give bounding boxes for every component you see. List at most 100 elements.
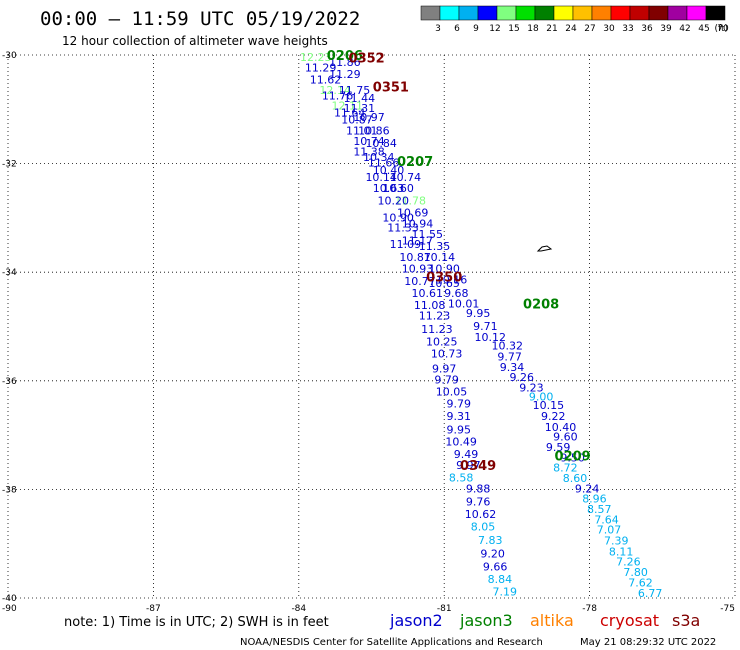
wave-height-label: 9.50 <box>560 451 585 464</box>
x-tick-label: -87 <box>146 604 161 614</box>
color-scale-label: 27 <box>584 24 595 34</box>
wave-height-label: 11.78 <box>395 195 427 208</box>
wave-height-label: 10.49 <box>445 436 477 449</box>
wave-height-label: 9.88 <box>466 482 491 495</box>
wave-height-label: 9.66 <box>483 561 508 574</box>
pass-time-label: 0209 <box>555 450 591 465</box>
wave-height-label: 10.63 <box>373 182 405 195</box>
color-scale-label: 33 <box>622 24 633 34</box>
color-scale-swatch <box>553 5 574 21</box>
wave-height-label: 10.05 <box>436 386 468 399</box>
wave-height-label: 9.34 <box>500 361 525 374</box>
color-scale-swatch <box>572 5 593 21</box>
wave-height-label: 8.58 <box>449 471 474 484</box>
wave-height-label: 10.60 <box>382 182 414 195</box>
wave-height-label: 11.64 <box>334 107 366 120</box>
timestamp-text: May 21 08:29:32 UTC 2022 <box>580 637 716 648</box>
wave-height-label: 10.69 <box>397 206 429 219</box>
wave-height-label: 10.40 <box>373 164 405 177</box>
x-tick-label: -90 <box>2 604 17 614</box>
wave-height-label: 8.84 <box>488 573 513 586</box>
chart-title: 00:00 – 11:59 UTC 05/19/2022 <box>40 8 360 30</box>
wave-height-label: 11.33 <box>387 222 419 235</box>
x-tick-label: -81 <box>437 604 452 614</box>
wave-height-label: 6.77 <box>638 587 663 600</box>
satellite-legend: jason2 jason3 altika cryosat s3a <box>389 611 700 630</box>
color-scale-label: 6 <box>454 24 460 34</box>
y-tick-label: -30 <box>2 51 17 61</box>
wave-height-label: 9.60 <box>553 431 578 444</box>
wave-height-label: 10.77 <box>404 275 436 288</box>
wave-height-label: 9.68 <box>444 287 469 300</box>
wave-height-label: 9.22 <box>541 410 566 423</box>
pass-time-label: 0349 <box>460 459 496 474</box>
color-scale-swatch <box>667 5 688 21</box>
wave-height-label: 10.01 <box>448 298 480 311</box>
pass-time-label: 0352 <box>349 52 385 67</box>
color-scale-label: 45 <box>698 24 709 34</box>
wave-height-label: 9.97 <box>456 459 481 472</box>
wave-height-label: 11.75 <box>339 84 371 97</box>
wave-height-label: 7.64 <box>594 513 619 526</box>
wave-height-label: 11.29 <box>329 68 361 81</box>
color-scale-swatch <box>686 5 707 21</box>
wave-height-label: 11.09 <box>390 238 422 251</box>
satellite-legend-s3a: s3a <box>672 611 700 630</box>
wave-height-label: 8.57 <box>587 503 612 516</box>
wave-height-label: 10.84 <box>365 137 397 150</box>
wave-height-label: 9.31 <box>446 410 471 423</box>
satellite-legend-altika: altika <box>530 611 574 630</box>
credit-text: NOAA/NESDIS Center for Satellite Applica… <box>240 637 543 648</box>
color-scale-legend: 3 6 9 12 15 18 21 24 27 30 33 36 39 42 45 70(ft) <box>420 5 729 34</box>
satellite-legend-jason2: jason2 <box>389 611 443 630</box>
color-scale-swatch <box>477 5 498 21</box>
wave-height-label: 10.14 <box>365 171 397 184</box>
y-tick-label: -34 <box>2 268 17 278</box>
wave-height-label: 11.08 <box>414 299 446 312</box>
pass-time-label: 0207 <box>397 155 433 170</box>
satellite-legend-cryosat: cryosat <box>600 611 659 630</box>
color-scale-label: 18 <box>527 24 539 34</box>
color-scale-label: 9 <box>473 24 479 34</box>
wave-height-label: 11.17 <box>402 235 434 248</box>
wave-height-label: 11.66 <box>368 157 400 170</box>
pass-time-label: 0351 <box>373 80 409 95</box>
x-tick-label: -84 <box>291 604 306 614</box>
wave-height-label: 10.20 <box>378 195 410 208</box>
wave-height-label: 10.86 <box>358 124 390 137</box>
wave-height-label: 9.24 <box>575 482 600 495</box>
wave-height-label: 9.20 <box>480 547 505 560</box>
color-scale-swatch <box>515 5 536 21</box>
color-scale-swatch <box>648 5 669 21</box>
color-scale-label: 39 <box>660 24 672 34</box>
wave-height-label: 9.95 <box>446 424 471 437</box>
wave-height-label: 10.74 <box>353 135 385 148</box>
color-scale-swatch <box>705 5 726 21</box>
wave-height-label: 11.23 <box>421 323 453 336</box>
island-outline <box>536 245 553 252</box>
color-scale-label: 36 <box>641 24 653 34</box>
wave-height-label: 12.14 <box>319 84 351 97</box>
color-scale-swatch <box>439 5 460 21</box>
wave-height-label: 11.76 <box>322 90 354 103</box>
wave-height-label: 7.19 <box>493 585 518 598</box>
wave-height-label: 9.49 <box>454 448 479 461</box>
wave-height-label: 10.90 <box>428 262 460 275</box>
y-tick-label: -36 <box>2 377 17 387</box>
wave-height-label: 7.39 <box>604 534 629 547</box>
color-scale-label: 70 <box>717 24 729 34</box>
wave-height-label: 11.01 <box>346 124 378 137</box>
pass-time-label: 0206 <box>327 49 363 64</box>
wave-height-points: 12.2311.8611.2911.2911.6212.1411.7511.76… <box>300 51 662 600</box>
color-scale-label: 3 <box>435 24 441 34</box>
color-scale-swatch <box>458 5 479 21</box>
wave-height-label: 11.38 <box>353 146 385 159</box>
wave-height-label: 9.77 <box>497 350 522 363</box>
wave-height-label: 9.00 <box>529 391 554 404</box>
pass-time-label: 0208 <box>523 298 559 313</box>
wave-height-label: 10.40 <box>545 421 577 434</box>
color-scale-swatch <box>629 5 650 21</box>
y-tick-label: -38 <box>2 485 17 495</box>
wave-height-label: 10.15 <box>533 399 565 412</box>
